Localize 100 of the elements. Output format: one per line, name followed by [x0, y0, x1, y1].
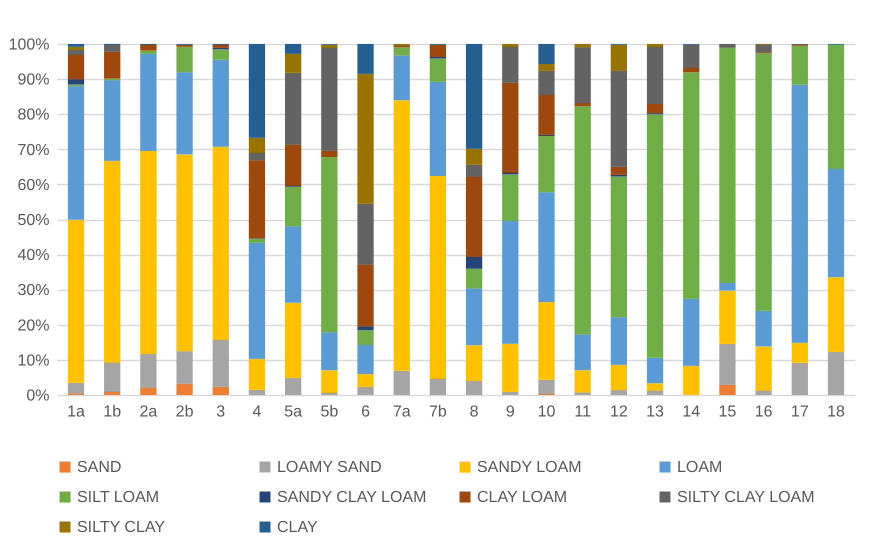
- bar: [212, 49, 229, 60]
- bar: [792, 46, 808, 85]
- bar: [538, 94, 555, 135]
- x-tick-label: 13: [646, 404, 664, 420]
- bar: [140, 45, 157, 50]
- y-tick-label: 90%: [17, 72, 50, 89]
- bar: [248, 358, 266, 390]
- bar: [104, 362, 120, 392]
- bar: [285, 378, 302, 395]
- bar: [140, 50, 157, 54]
- bar: [610, 176, 627, 318]
- bar: [538, 302, 555, 380]
- bar: [792, 362, 808, 395]
- legend-label: SANDY CLAY LOAM: [277, 489, 426, 506]
- bar: [755, 346, 772, 390]
- x-tick-label: 7a: [392, 404, 411, 420]
- bar: [68, 79, 84, 84]
- bar: [321, 44, 338, 48]
- legend-label: SANDY LOAM: [477, 459, 582, 476]
- bar: [574, 334, 591, 370]
- bar: [574, 370, 591, 392]
- bar: [212, 386, 229, 395]
- legend-label: CLAY LOAM: [477, 489, 568, 506]
- x-tick-label: 5a: [284, 404, 302, 420]
- bar: [357, 326, 374, 330]
- bar: [176, 46, 193, 72]
- x-tick-label: 15: [718, 404, 736, 420]
- x-tick-label: 8: [470, 404, 479, 420]
- bar: [68, 382, 84, 394]
- bar: [646, 390, 664, 395]
- bar: [176, 72, 193, 154]
- x-tick-label: 3: [216, 404, 226, 420]
- bar: [394, 370, 410, 395]
- x-tick-label: 1b: [103, 404, 122, 420]
- bar: [683, 72, 700, 299]
- y-tick-label: 70%: [17, 142, 50, 159]
- legend-label: LOAMY SAND: [277, 459, 382, 476]
- bar: [212, 146, 229, 340]
- bar: [719, 384, 736, 395]
- bar: [574, 102, 591, 106]
- bar: [285, 302, 302, 378]
- bar: [574, 47, 591, 103]
- bar: [68, 50, 84, 55]
- legend-label: LOAM: [677, 459, 722, 476]
- x-tick-label: 5b: [320, 404, 338, 420]
- x-tick-label: 14: [682, 404, 700, 420]
- bar: [755, 390, 772, 395]
- x-tick-label: 2b: [176, 404, 194, 420]
- bar: [248, 160, 266, 238]
- bar: [466, 380, 482, 395]
- bar: [828, 44, 844, 169]
- bar: [176, 154, 193, 352]
- bar: [466, 257, 482, 269]
- bar: [285, 72, 302, 144]
- bar: [248, 390, 266, 395]
- bar: [502, 82, 518, 172]
- bar: [466, 44, 482, 149]
- bar: [140, 354, 157, 388]
- x-tick-label: 2a: [139, 404, 158, 420]
- bar: [68, 220, 84, 383]
- bar: [683, 44, 700, 68]
- bar: [285, 186, 302, 226]
- bar: [538, 44, 555, 64]
- bar: [68, 46, 84, 50]
- bar: [792, 342, 808, 363]
- bar: [610, 390, 627, 395]
- bar: [610, 166, 627, 175]
- x-tick-label: 9: [506, 404, 515, 420]
- bar: [646, 46, 664, 104]
- bar: [828, 168, 844, 278]
- y-tick-label: 60%: [17, 176, 50, 194]
- bar: [285, 226, 302, 303]
- legend-label: SAND: [77, 459, 122, 476]
- bar: [212, 60, 229, 146]
- bar: [828, 352, 844, 395]
- bar: [646, 114, 664, 358]
- y-tick-label: 50%: [17, 212, 50, 229]
- bar: [248, 242, 266, 359]
- bar: [683, 366, 700, 395]
- bar: [321, 150, 338, 158]
- bar: [610, 44, 627, 70]
- bar: [574, 106, 591, 334]
- x-tick-label: 16: [754, 404, 773, 420]
- bar: [538, 380, 555, 394]
- bar: [719, 344, 736, 385]
- bar: [176, 384, 193, 395]
- bar: [466, 177, 482, 258]
- x-tick-label: 18: [827, 404, 845, 420]
- bar: [104, 52, 120, 78]
- bar: [610, 364, 627, 390]
- bar: [68, 54, 84, 80]
- y-tick-label: 40%: [17, 247, 50, 264]
- bar: [248, 44, 266, 138]
- bar: [502, 46, 518, 83]
- bar: [538, 192, 555, 302]
- bar: [68, 86, 84, 220]
- bar: [285, 54, 302, 73]
- bar: [140, 54, 157, 152]
- bar: [104, 80, 120, 161]
- x-tick-label: 12: [610, 404, 628, 420]
